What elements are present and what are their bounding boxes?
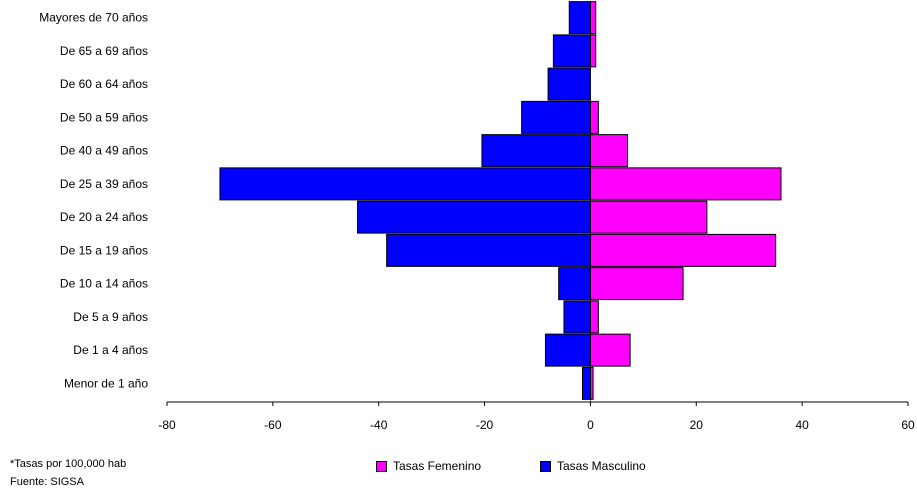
bar-masculino-de-10-a-14-anos xyxy=(558,267,591,301)
category-label-de-15-a-19-anos: De 15 a 19 años xyxy=(60,243,148,257)
x-tick-label: 60 xyxy=(901,418,915,432)
bar-femenino-de-20-a-24-anos xyxy=(589,200,708,234)
x-tick-label: 0 xyxy=(587,418,594,432)
bar-masculino-de-1-a-4-anos xyxy=(544,333,591,367)
bar-femenino-de-25-a-39-anos xyxy=(589,167,782,201)
bar-masculino-menor-de-1-ano xyxy=(581,366,591,400)
category-labels: Mayores de 70 años De 65 a 69 años De 60 a… xyxy=(39,11,148,391)
source-note: Fuente: SIGSA xyxy=(10,476,84,488)
category-label-de-50-a-59-anos: De 50 a 59 años xyxy=(60,110,148,124)
bar-masculino-de-15-a-19-anos xyxy=(386,233,591,267)
bars-group xyxy=(219,1,782,400)
category-label-de-65-a-69-anos: De 65 a 69 años xyxy=(60,44,148,58)
legend-label-masculino: Tasas Masculino xyxy=(557,459,646,473)
legend-swatch-masculino xyxy=(540,460,551,472)
bar-femenino-menor-de-1-ano xyxy=(589,366,594,400)
bar-masculino-de-60-a-64-anos xyxy=(547,67,591,101)
legend-item-femenino: Tasas Femenino xyxy=(376,459,481,473)
category-label-de-40-a-49-anos: De 40 a 49 años xyxy=(60,144,148,158)
bar-femenino-de-50-a-59-anos xyxy=(589,100,599,134)
bar-masculino-de-65-a-69-anos xyxy=(552,34,591,68)
x-tick-label: 20 xyxy=(690,418,704,432)
bar-masculino-de-50-a-59-anos xyxy=(521,100,591,134)
bar-femenino-de-5-a-9-anos xyxy=(589,300,599,334)
bar-masculino-de-25-a-39-anos xyxy=(219,167,591,201)
bar-femenino-de-65-a-69-anos xyxy=(589,34,597,68)
x-tick-label: -80 xyxy=(158,418,176,432)
category-label-mayores-de-70-anos: Mayores de 70 años xyxy=(39,11,148,25)
bar-femenino-de-40-a-49-anos xyxy=(589,134,628,168)
x-tick-label: 40 xyxy=(795,418,809,432)
bar-femenino-de-10-a-14-anos xyxy=(589,267,684,301)
legend-item-masculino: Tasas Masculino xyxy=(540,459,646,473)
category-label-de-5-a-9-anos: De 5 a 9 años xyxy=(73,310,148,324)
category-label-de-60-a-64-anos: De 60 a 64 años xyxy=(60,77,148,91)
bar-femenino-mayores-de-70-anos xyxy=(589,1,597,35)
bar-masculino-de-40-a-49-anos xyxy=(481,134,591,168)
bar-masculino-de-20-a-24-anos xyxy=(357,200,591,234)
bar-masculino-de-5-a-9-anos xyxy=(563,300,591,334)
bar-femenino-de-1-a-4-anos xyxy=(589,333,631,367)
x-tick-label: -40 xyxy=(370,418,388,432)
category-label-de-25-a-39-anos: De 25 a 39 años xyxy=(60,177,148,191)
category-label-de-20-a-24-anos: De 20 a 24 años xyxy=(60,210,148,224)
category-label-de-10-a-14-anos: De 10 a 14 años xyxy=(60,277,148,291)
legend-label-femenino: Tasas Femenino xyxy=(393,459,482,473)
bar-femenino-de-15-a-19-anos xyxy=(589,233,777,267)
category-label-de-1-a-4-anos: De 1 a 4 años xyxy=(73,343,148,357)
x-tick-label: -20 xyxy=(476,418,494,432)
rate-note: *Tasas por 100,000 hab xyxy=(10,458,127,470)
legend-swatch-femenino xyxy=(376,460,387,472)
x-tick-label: -60 xyxy=(264,418,282,432)
bar-masculino-mayores-de-70-anos xyxy=(568,1,591,35)
category-label-menor-de-1-ano: Menor de 1 año xyxy=(64,376,148,390)
x-axis: -80 -60 -40 -20 0 20 40 60 xyxy=(158,1,915,432)
